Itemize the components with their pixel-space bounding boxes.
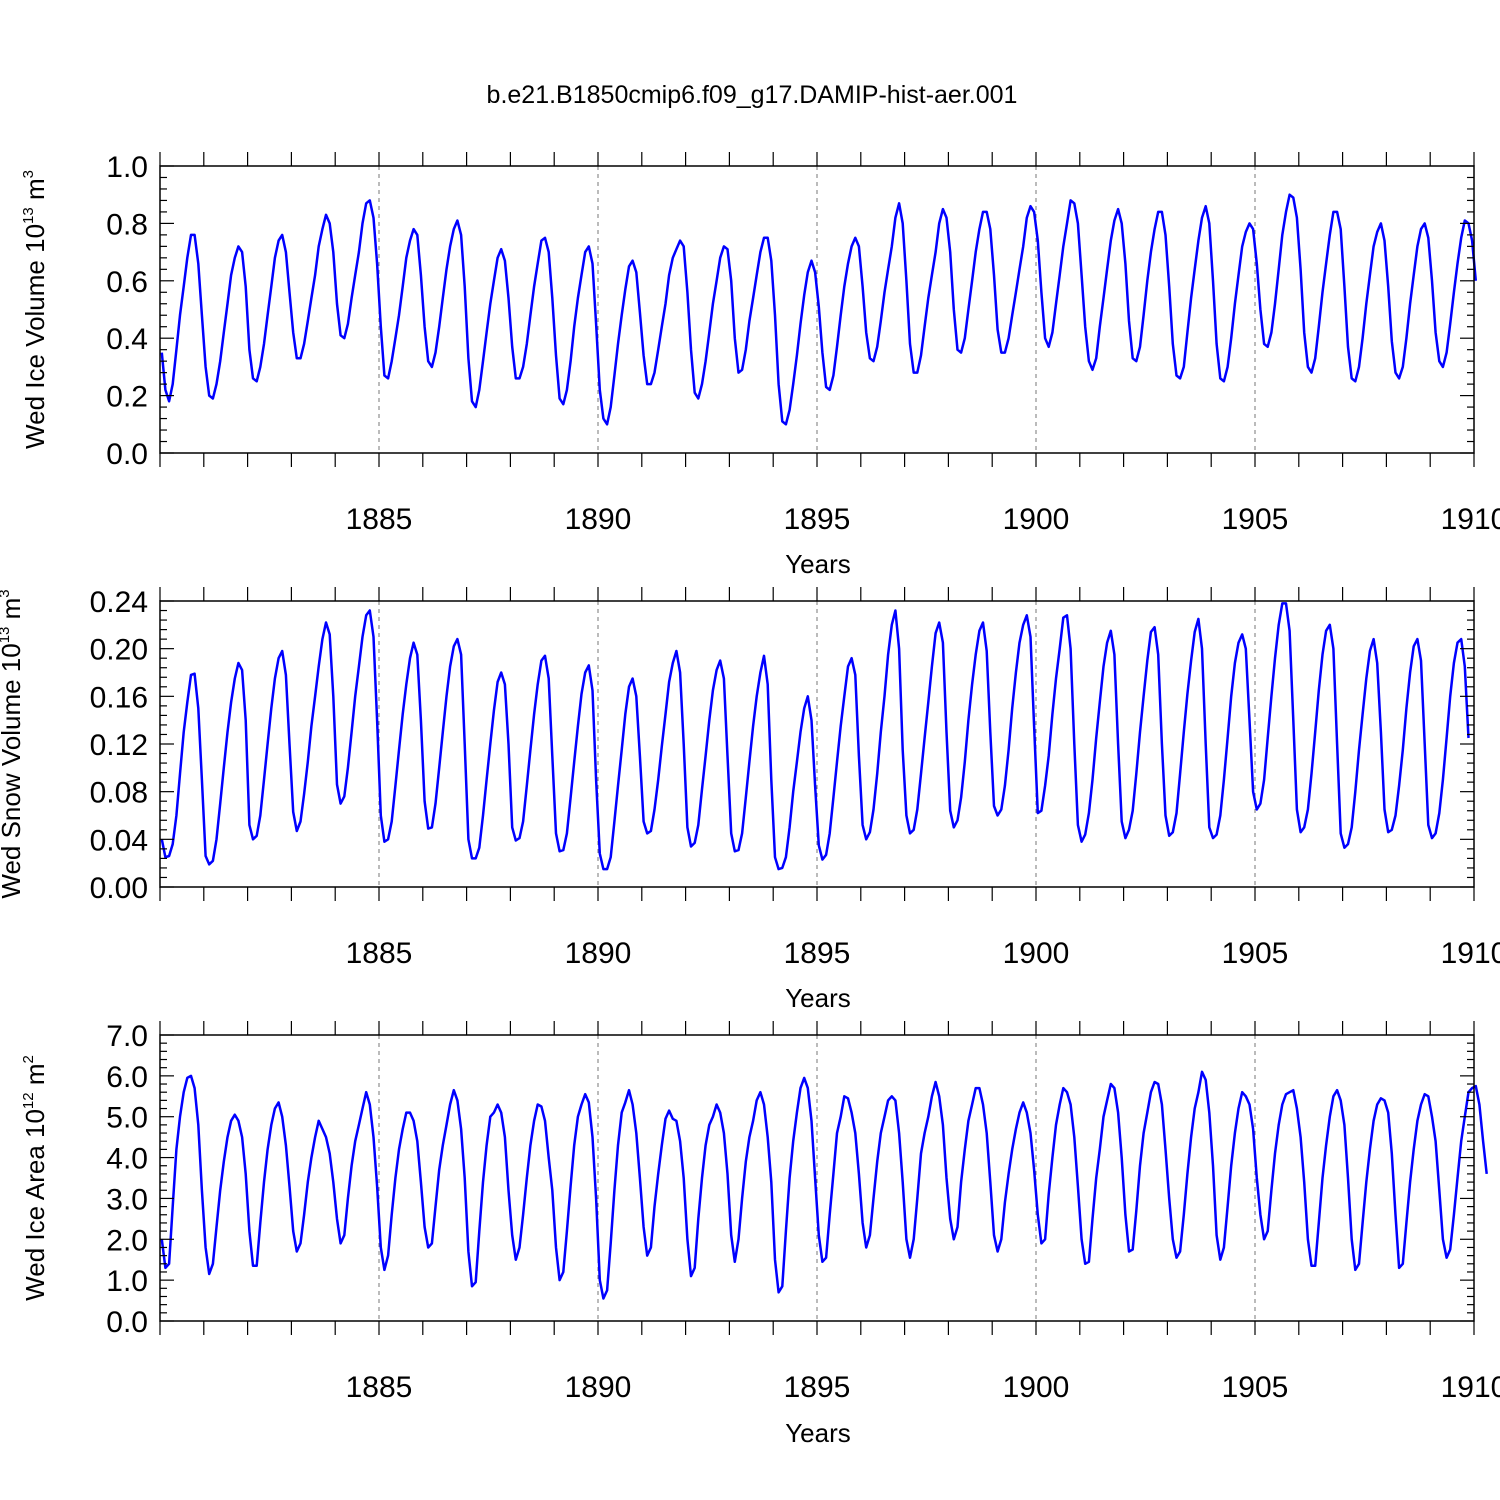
x-tick-label: 1910 [1441, 503, 1500, 536]
panel-snow-volume: 0.00 0.04 0.08 0.12 0.16 0.20 0.24 1885 1890 1895… [0, 586, 1500, 1013]
x-tick-label: 1895 [784, 503, 851, 536]
y-axis-label-unit-exponent: 2 [20, 1055, 37, 1063]
y-tick-label: 0.24 [90, 586, 148, 619]
x-tick-label: 1905 [1222, 937, 1289, 970]
y-tick-label: 0.12 [90, 729, 148, 762]
y-tick-label: 4.0 [106, 1143, 148, 1176]
series-line [160, 602, 1470, 871]
y-tick-label: 0.20 [90, 634, 148, 667]
y-tick-label: 3.0 [106, 1183, 148, 1216]
x-tick-label: 1890 [565, 1371, 632, 1404]
y-axis-label-unit: m [20, 178, 50, 207]
x-tick-label: 1885 [346, 1371, 413, 1404]
y-axis-label-main: Wed Ice Volume 10 [20, 224, 50, 449]
y-tick-label: 2.0 [106, 1224, 148, 1257]
x-tick-label: 1890 [565, 937, 632, 970]
y-tick-label: 0.00 [90, 872, 148, 905]
x-tick-label: 1910 [1441, 1371, 1500, 1404]
y-axis-label: Wed Ice Volume 1013 m3 [20, 170, 50, 449]
x-tick-label: 1900 [1003, 503, 1070, 536]
y-axis-label-unit-exponent: 3 [20, 170, 37, 178]
x-tick-label: 1885 [346, 937, 413, 970]
y-tick-label: 6.0 [106, 1061, 148, 1094]
y-tick-label: 0.0 [106, 438, 148, 471]
x-tick-label: 1885 [346, 503, 413, 536]
y-axis-label-exponent: 12 [20, 1092, 37, 1109]
y-tick-label: 0.8 [106, 208, 148, 241]
y-axis-label-main: Wed Ice Area 10 [20, 1109, 50, 1301]
x-tick-label: 1905 [1222, 1371, 1289, 1404]
y-axis-label: Wed Ice Area 1012 m2 [20, 1055, 50, 1301]
x-axis-label: Years [785, 1418, 851, 1448]
y-tick-label: 7.0 [106, 1020, 148, 1053]
x-tick-label: 1895 [784, 937, 851, 970]
x-tick-label: 1905 [1222, 503, 1289, 536]
y-tick-label: 0.0 [106, 1306, 148, 1339]
panel-ice-volume: 0.0 0.2 0.4 0.6 0.8 1.0 1885 1890 1895 1900 1905 19… [20, 151, 1500, 579]
y-tick-label: 0.04 [90, 824, 148, 857]
y-axis-label-unit: m [20, 1064, 50, 1093]
y-tick-label: 0.2 [106, 381, 148, 414]
y-tick-label: 1.0 [106, 151, 148, 184]
panel-ice-area: 0.0 1.0 2.0 3.0 4.0 5.0 6.0 7.0 1885 1890 1895 1900… [20, 1020, 1500, 1448]
y-axis-label-exponent: 13 [20, 207, 37, 224]
y-tick-label: 0.6 [106, 266, 148, 299]
series-line [160, 1070, 1488, 1300]
x-tick-label: 1900 [1003, 937, 1070, 970]
x-axis-label: Years [785, 549, 851, 579]
y-tick-label: 0.4 [106, 323, 148, 356]
y-axis-label: Wed Snow Volume 1013 m3 [0, 589, 26, 898]
figure-title: b.e21.B1850cmip6.f09_g17.DAMIP-hist-aer.… [487, 81, 1018, 109]
y-axis-label-unit: m [0, 598, 26, 627]
y-tick-label: 0.16 [90, 681, 148, 714]
y-axis-label-unit-exponent: 3 [0, 589, 13, 597]
y-tick-label: 0.08 [90, 777, 148, 810]
y-tick-label: 1.0 [106, 1265, 148, 1298]
x-tick-label: 1890 [565, 503, 632, 536]
y-axis-label-exponent: 13 [0, 627, 13, 644]
series-line [160, 193, 1478, 426]
y-axis-label-main: Wed Snow Volume 10 [0, 643, 26, 898]
x-axis-label: Years [785, 983, 851, 1013]
x-tick-label: 1900 [1003, 1371, 1070, 1404]
x-tick-label: 1910 [1441, 937, 1500, 970]
x-tick-label: 1895 [784, 1371, 851, 1404]
y-tick-label: 5.0 [106, 1102, 148, 1135]
